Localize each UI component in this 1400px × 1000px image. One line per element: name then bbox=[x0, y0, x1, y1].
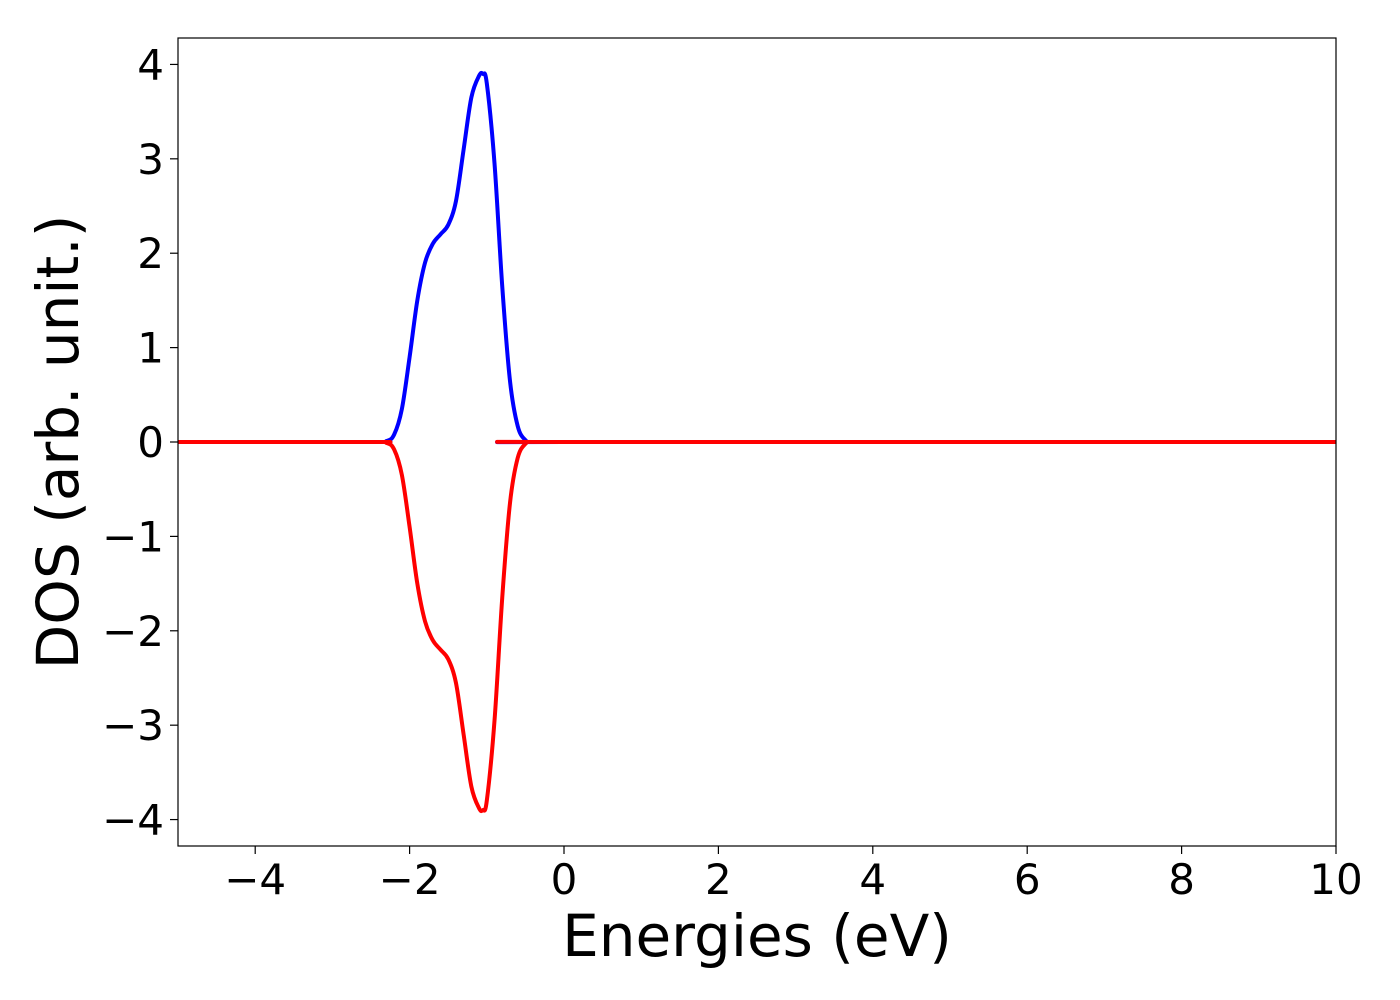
y-axis: −4 −3 −2 −1 0 1 2 3 4 bbox=[102, 40, 178, 845]
y-tick-label: 1 bbox=[137, 324, 164, 373]
x-tick-label: 6 bbox=[1014, 855, 1041, 904]
x-tick-label: 4 bbox=[859, 855, 886, 904]
x-tick-label: 0 bbox=[551, 855, 578, 904]
x-tick-label: 10 bbox=[1309, 855, 1362, 904]
x-tick-label: −2 bbox=[379, 855, 441, 904]
x-axis-label: Energies (eV) bbox=[562, 902, 952, 970]
y-tick-label: −2 bbox=[102, 607, 164, 656]
x-tick-label: 8 bbox=[1168, 855, 1195, 904]
y-tick-label: −4 bbox=[102, 796, 164, 845]
y-tick-label: 3 bbox=[137, 135, 164, 184]
y-tick-label: 4 bbox=[137, 40, 164, 89]
x-tick-label: 2 bbox=[705, 855, 732, 904]
y-axis-label: DOS (arb. unit.) bbox=[24, 215, 92, 670]
x-axis: −4 −2 0 2 4 6 8 10 bbox=[224, 846, 1363, 904]
y-tick-label: 0 bbox=[137, 418, 164, 467]
y-tick-label: 2 bbox=[137, 229, 164, 278]
y-tick-label: −1 bbox=[102, 512, 164, 561]
series-line-down bbox=[177, 439, 1336, 814]
series-layer bbox=[177, 70, 1336, 814]
x-tick-label: −4 bbox=[224, 855, 286, 904]
y-tick-label: −3 bbox=[102, 701, 164, 750]
